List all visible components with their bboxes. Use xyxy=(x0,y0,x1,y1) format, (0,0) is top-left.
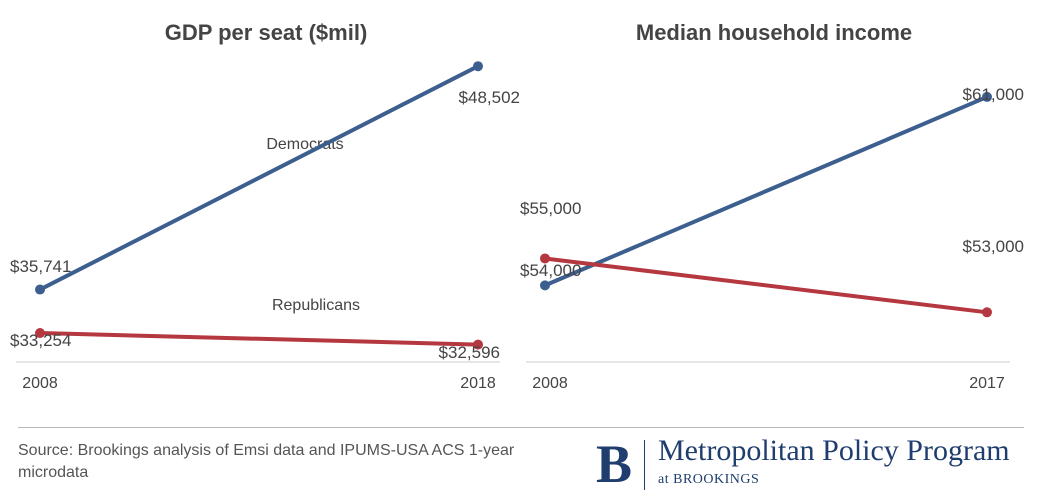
logo-program-name: Metropolitan Policy Program xyxy=(658,434,1010,467)
data-label: $35,741 xyxy=(10,257,71,276)
brookings-logo: B Metropolitan Policy Program at BROOKIN… xyxy=(596,434,1026,496)
x-tick-start: 2008 xyxy=(22,375,58,392)
data-label: $55,000 xyxy=(520,199,581,218)
data-point xyxy=(540,253,550,264)
chart-gdp-per-seat: GDP per seat ($mil) Democrats Republican… xyxy=(10,20,520,392)
series-line-republicans xyxy=(38,331,480,347)
data-label: $33,254 xyxy=(10,331,71,350)
data-point xyxy=(982,307,992,318)
source-note: Source: Brookings analysis of Emsi data … xyxy=(18,442,515,481)
series-line-red xyxy=(543,256,989,315)
logo-divider xyxy=(644,440,645,490)
data-point xyxy=(982,91,992,102)
logo-subtitle: at BROOKINGS xyxy=(658,472,760,487)
series-label-republicans: Republicans xyxy=(272,297,360,314)
series-line-democrats xyxy=(38,64,480,292)
logo-letter: B xyxy=(596,434,633,494)
footer-divider xyxy=(18,427,1024,428)
data-point xyxy=(473,339,483,350)
data-label: $48,502 xyxy=(459,88,520,107)
data-point xyxy=(473,61,483,72)
data-label: $54,000 xyxy=(520,261,581,280)
data-point xyxy=(540,280,550,291)
chart-title: GDP per seat ($mil) xyxy=(165,20,368,45)
series-line-blue xyxy=(543,94,989,288)
data-label: $61,000 xyxy=(963,85,1024,104)
series-label-democrats: Democrats xyxy=(266,136,343,153)
data-label: $53,000 xyxy=(963,237,1024,256)
x-tick-end: 2017 xyxy=(969,375,1005,392)
chart-title: Median household income xyxy=(636,20,912,45)
data-point xyxy=(35,328,45,339)
charts-area: GDP per seat ($mil) Democrats Republican… xyxy=(10,20,1024,392)
chart-median-household-income: Median household income 2008 2017 $54,00… xyxy=(520,20,1024,392)
x-tick-start: 2008 xyxy=(532,375,568,392)
x-tick-end: 2018 xyxy=(460,375,496,392)
data-label: $32,596 xyxy=(439,343,500,362)
data-point xyxy=(35,284,45,295)
